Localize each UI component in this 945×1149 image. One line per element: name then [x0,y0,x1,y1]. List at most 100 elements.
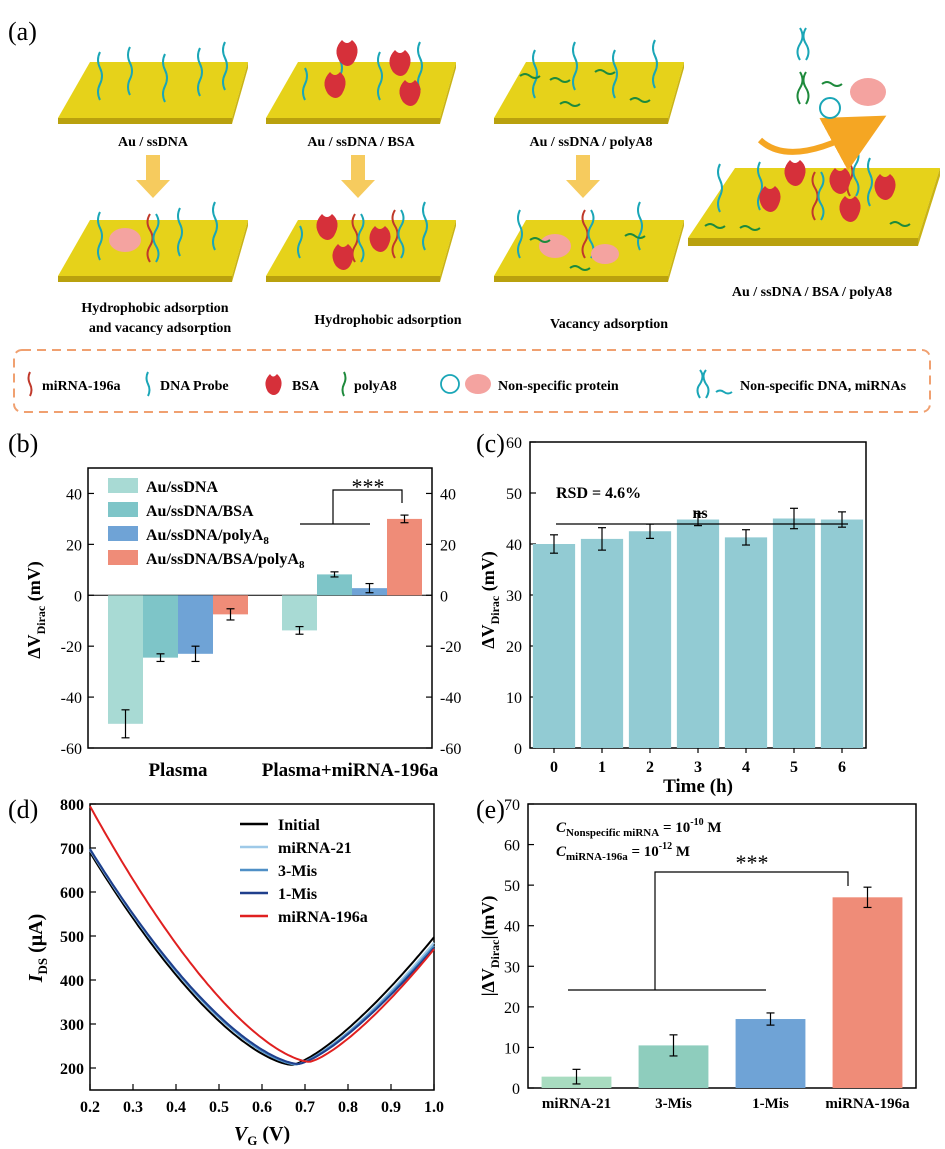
chart-e-stars: *** [736,850,769,875]
bsa-icon [265,374,282,395]
chart-d-ytick-label: 200 [60,1061,84,1078]
polya-row1 [519,69,651,107]
chart-c-bar-0 [532,544,576,748]
chart-d-xtick-label: 1.0 [424,1099,444,1116]
chart-b-significance: *** [300,474,403,525]
chart-b-legend-swatch-2 [108,502,138,517]
chart-d-xlabel: VG (V) [234,1123,290,1148]
chart-d-ytick-label: 700 [60,841,84,858]
legend-nonspecific-dna: Non-specific DNA, miRNAs [740,379,907,394]
chart-b-left-tick-label: -20 [61,639,82,656]
chart-b-right-axis: 40 20 0 -20 -40 -60 [426,486,461,758]
chart-d-ytick-label: 500 [60,929,84,946]
chart-c-error-4 [742,529,750,546]
bsa-row2 [316,214,391,270]
chart-d-legend-label-2: miRNA-21 [278,840,352,857]
chart-b-legend: Au/ssDNA Au/ssDNA/BSA Au/ssDNA/polyA8 Au/ss… [108,478,305,571]
chart-b-error-1-2 [295,625,304,635]
chart-c-tick-label: 10 [506,690,522,707]
chart-e-error-miRNA-21 [572,1068,581,1085]
slide-row2-3 [494,220,684,282]
chart-e-ylabel: |ΔVDirac|(mV) [478,896,502,997]
chart-d-xtick-label: 0.8 [338,1099,358,1116]
chart-d-line-1-Mis [89,848,435,1065]
chart-d-ytick-label: 300 [60,1017,84,1034]
chart-c-bars [532,507,864,748]
panel-label-c: (c) [476,429,505,458]
chart-c-xtick-label: 4 [742,759,750,776]
panel-label-e: (e) [476,795,505,824]
rejected-molecules [757,27,887,171]
chart-e-tick-label: 30 [504,959,520,976]
chart-e-conc-1: CNonspecific miRNA = 10-10 M [556,817,722,839]
adsorption-label-2: Hydrophobic adsorption [314,313,461,328]
dna-probes-row2 [97,201,643,261]
chart-e-error-miRNA-196a [863,886,872,909]
chart-b-bar-1-2 [282,595,317,631]
chart-b-right-tick-label: -60 [440,741,461,758]
chart-c-xlabel: Time (h) [663,776,733,797]
chart-b-error-4-2 [400,514,409,524]
chart-b-left-tick-label: -40 [61,690,82,707]
chart-b-left-tick-label: -60 [61,741,82,758]
chart-d-xtick-label: 0.7 [295,1099,315,1116]
chart-c-error-0 [550,534,558,554]
dna-probe-icon [145,371,151,397]
chart-b-legend-swatch-3 [108,526,138,541]
step-label-3: Au / ssDNA / polyA8 [530,135,653,150]
chart-c-ns: ns [692,505,707,522]
chart-c-error-1 [598,527,606,551]
slide-au-ssdna [58,62,248,124]
chart-b-ylabel: ΔVDirac (mV) [24,561,48,658]
chart-e-significance: *** [568,850,849,991]
chart-b-right-tick-label: 40 [440,486,456,503]
bsa-row1 [324,40,421,106]
chart-d-line-Initial [89,851,435,1066]
chart-c-xtick-label: 5 [790,759,798,776]
chart-b-bars [108,514,422,739]
schematic-legend: miRNA-196a DNA Probe BSA polyA8 Non-spec… [13,349,931,413]
panel-b: (b) 40 20 0 -20 -40 -60 40 20 0 -20 -40 -60 Au/ssD… [8,429,461,781]
chart-c-bar-3 [676,519,720,748]
slide-au-ssdna-bsa [266,62,456,124]
chart-b-left-tick-label: 20 [66,537,82,554]
nonspecific-protein-icon [465,374,491,394]
step-label-1: Au / ssDNA [118,135,189,150]
chart-c-error-5 [790,507,798,530]
chart-d-xtick-label: 0.9 [381,1099,401,1116]
chart-c-xtick-label: 1 [598,759,606,776]
panel-e: (e) 0 10 20 30 40 50 60 70 miRNA-21 3-Mis 1-Mis miR… [476,795,917,1112]
chart-b-legend-label-2: Au/ssDNA/BSA [146,503,254,520]
legend-mirna: miRNA-196a [42,379,121,394]
chart-b-error-1-1 [121,709,130,739]
chart-b-legend-label-3: Au/ssDNA/polyA8 [146,527,269,547]
chart-c-tick-label: 20 [506,639,522,656]
chart-c-bar-2 [628,531,672,748]
chart-b-bar-4-1 [213,595,248,615]
slide-row2-1 [58,220,248,282]
chart-e-bar-1-Mis [735,1019,806,1088]
chart-e-tick-label: 60 [504,838,520,855]
chart-b-bar-4-2 [387,518,422,596]
chart-c-bar-4 [724,537,768,748]
legend-polya: polyA8 [354,379,397,394]
chart-d-ytick-label: 400 [60,973,84,990]
chart-c-xtick-label: 0 [550,759,558,776]
chart-d-legend-label-1: Initial [278,817,320,834]
panel-d: (d) 0.2 0.3 0.4 0.5 0.6 0.7 0.8 0.9 1.0 200 300 400… [8,795,444,1148]
chart-e-tick-label: 10 [504,1040,520,1057]
chart-d-legend-label-3: 3-Mis [278,863,317,880]
chart-b-error-3-1 [191,645,200,663]
chart-b-error-3-2 [365,582,374,594]
chart-e-conc-2: CmiRNA-196a = 10-12 M [556,841,690,863]
chart-d-legend: Initial miRNA-21 3-Mis 1-Mis miRNA-196a [240,817,368,926]
chart-d-ylabel: IDS (μA) [25,914,50,984]
chart-b-left-axis: 40 20 0 -20 -40 -60 [61,486,94,758]
chart-b-legend-swatch-1 [108,478,138,493]
chart-b-left-tick-label: 40 [66,486,82,503]
chart-e-frame [527,803,917,1089]
chart-d-ytick-label: 800 [60,797,84,814]
chart-e-tick-label: 40 [504,919,520,936]
chart-d-lines [89,805,435,1066]
